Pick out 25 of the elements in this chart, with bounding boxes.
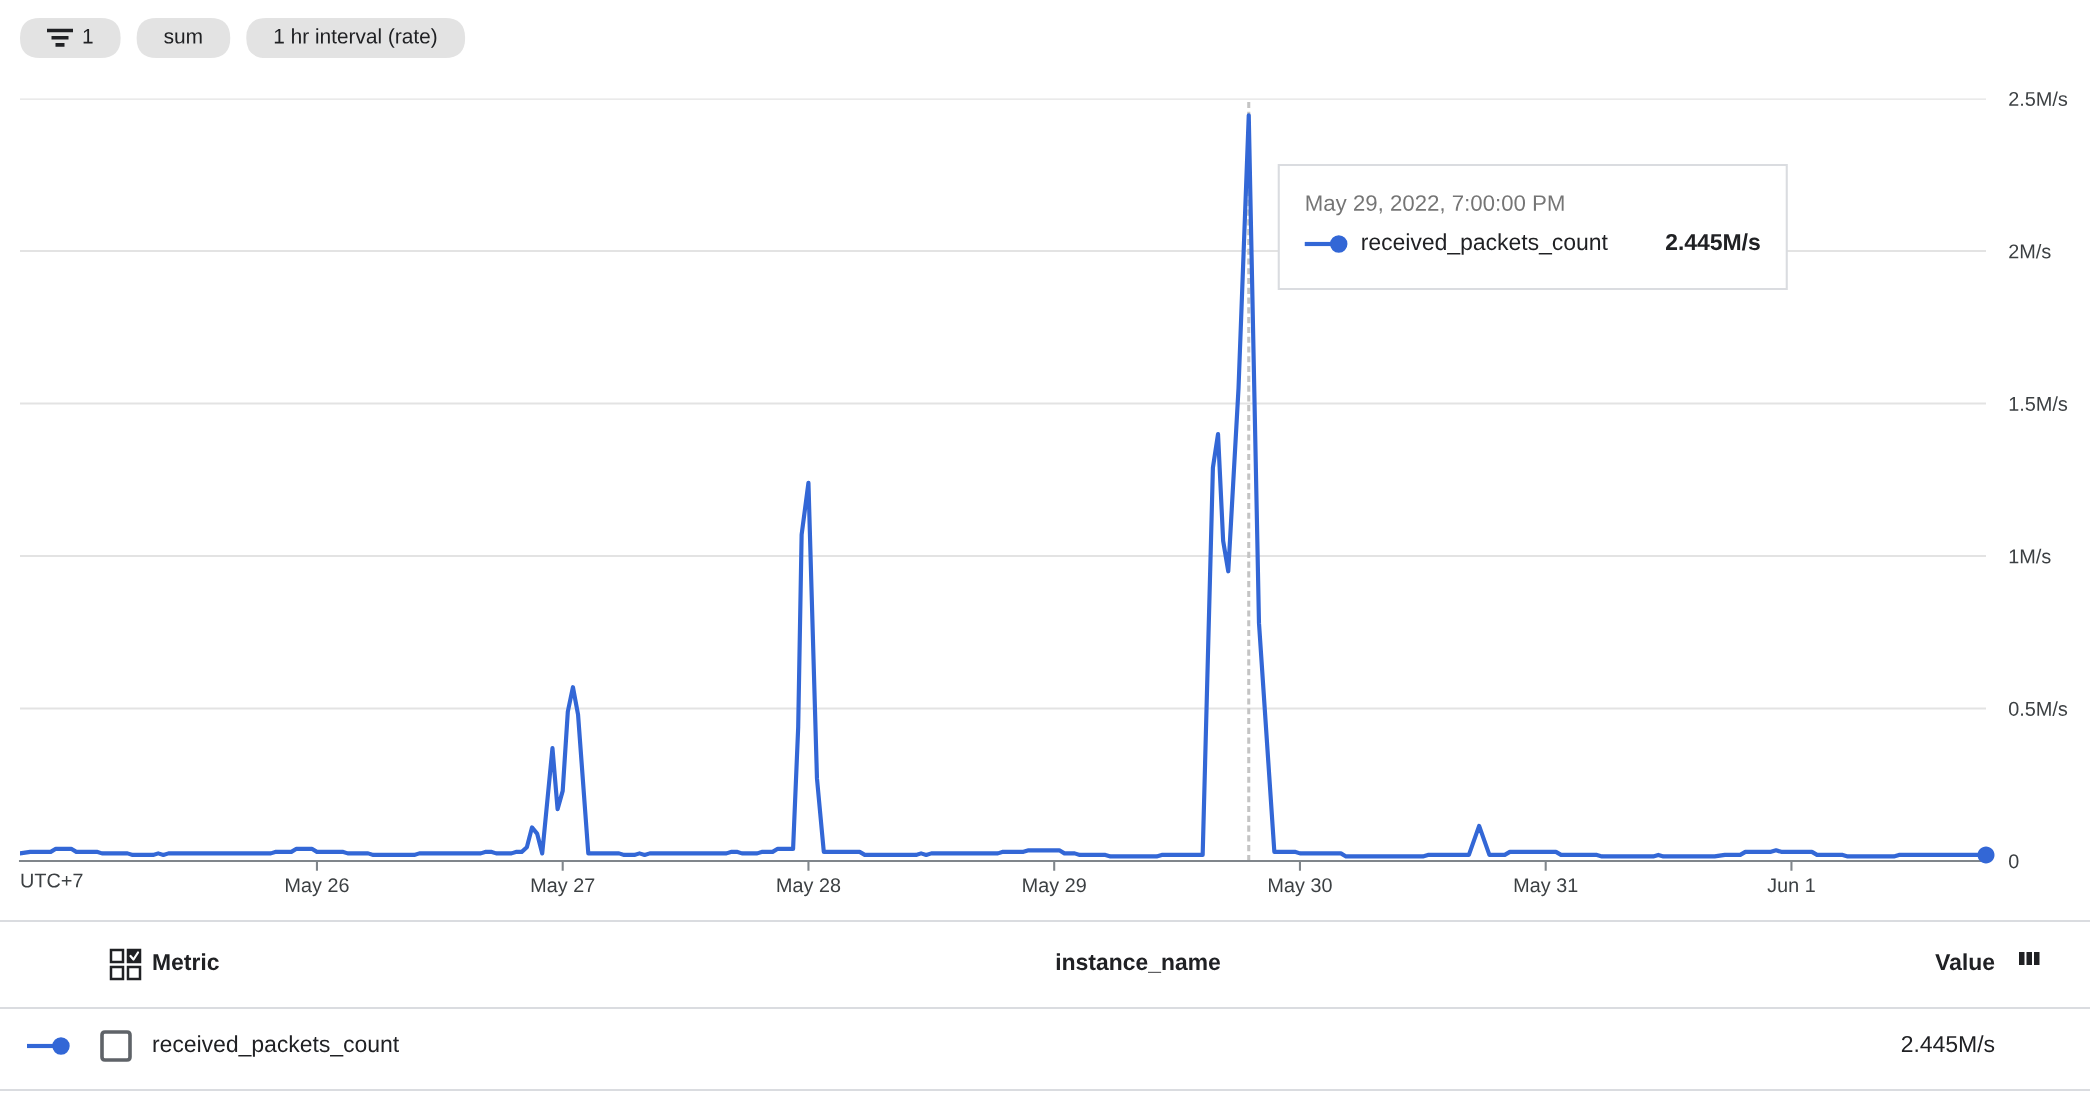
ref-line-label: May 29, 2022, 7:00:00 PM [1306, 195, 1564, 216]
y-tick-label: 1M/s [2009, 548, 2051, 564]
x-tick-label: Jun 1 [1767, 878, 1815, 893]
text: received_packets_count [153, 1035, 399, 1057]
x-tick-label: May 29 [1023, 878, 1086, 897]
text: sum [164, 32, 202, 44]
y-tick-label: 2M/s [2009, 243, 2051, 259]
x-tick-label: May 31 [1514, 878, 1578, 897]
y-tick-label: 0 [2009, 854, 2019, 869]
text: Metric [153, 953, 219, 971]
text: 1 [83, 29, 93, 44]
text: Value [1935, 953, 1995, 971]
y-tick-label: 0.5M/s [2009, 701, 2068, 716]
text: 2.445M/s [1901, 1035, 1995, 1053]
x-axis-title: UTC+7 [21, 873, 83, 888]
text: 1 hr interval (rate) [274, 28, 437, 48]
x-tick-label: May 30 [1269, 878, 1332, 897]
x-tick-label: May 26 [286, 878, 349, 897]
legend-label: received_packets_count [1362, 233, 1608, 255]
text: instance_name [1056, 953, 1221, 973]
y-tick-label: 2.5M/s [2009, 91, 2068, 106]
x-tick-label: May 27 [531, 878, 595, 897]
x-tick-label: May 28 [777, 878, 841, 897]
y-tick-label: 1.5M/s [2009, 396, 2068, 411]
annotation: 2.445M/s [1666, 233, 1760, 251]
